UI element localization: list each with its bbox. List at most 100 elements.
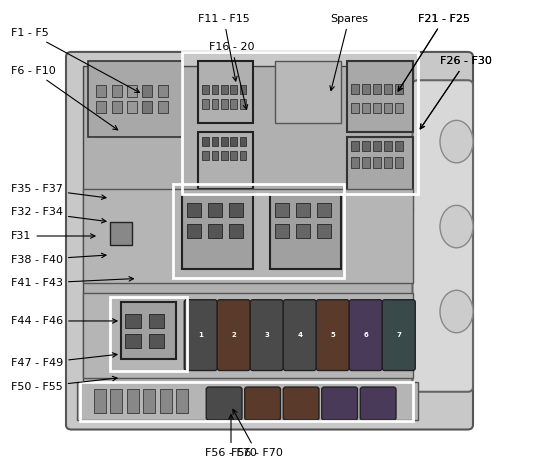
Bar: [80, 382, 412, 421]
Bar: [221, 151, 228, 160]
Bar: [158, 85, 168, 97]
Bar: [362, 141, 370, 151]
FancyBboxPatch shape: [322, 387, 358, 420]
Bar: [395, 157, 403, 168]
FancyBboxPatch shape: [382, 300, 415, 371]
Bar: [96, 101, 106, 113]
FancyBboxPatch shape: [245, 387, 280, 420]
Bar: [317, 224, 331, 238]
Text: F41 - F43: F41 - F43: [11, 277, 134, 288]
FancyBboxPatch shape: [275, 61, 341, 123]
Bar: [148, 314, 164, 328]
Text: 2: 2: [232, 332, 236, 338]
Bar: [126, 389, 139, 413]
Bar: [125, 314, 141, 328]
FancyBboxPatch shape: [270, 194, 341, 269]
Text: F47 - F49: F47 - F49: [11, 353, 117, 369]
FancyBboxPatch shape: [206, 387, 242, 420]
Bar: [229, 224, 243, 238]
Text: 5: 5: [331, 332, 335, 338]
Bar: [158, 101, 168, 113]
Bar: [373, 157, 381, 168]
FancyBboxPatch shape: [121, 302, 176, 359]
Text: F31: F31: [11, 231, 95, 241]
Bar: [182, 52, 418, 194]
Bar: [125, 334, 141, 348]
FancyBboxPatch shape: [360, 387, 396, 420]
Bar: [127, 85, 137, 97]
FancyBboxPatch shape: [250, 300, 283, 371]
Text: F50 - F55: F50 - F55: [11, 376, 117, 392]
Text: 4: 4: [297, 332, 302, 338]
Bar: [187, 224, 201, 238]
Bar: [384, 141, 392, 151]
Bar: [110, 389, 122, 413]
FancyBboxPatch shape: [412, 80, 473, 392]
Text: F56 - F70: F56 - F70: [231, 409, 283, 458]
Bar: [221, 85, 228, 94]
Bar: [176, 389, 188, 413]
FancyBboxPatch shape: [198, 132, 253, 189]
Bar: [362, 103, 370, 113]
Bar: [112, 85, 122, 97]
Text: F16 - 20: F16 - 20: [209, 42, 255, 110]
FancyBboxPatch shape: [349, 300, 382, 371]
FancyBboxPatch shape: [316, 300, 349, 371]
Bar: [202, 151, 209, 160]
Bar: [230, 99, 237, 109]
Bar: [110, 297, 187, 371]
Bar: [362, 157, 370, 168]
FancyBboxPatch shape: [184, 300, 217, 371]
Bar: [221, 99, 228, 109]
Bar: [351, 84, 359, 94]
Bar: [208, 203, 222, 217]
FancyBboxPatch shape: [346, 137, 412, 212]
Bar: [351, 157, 359, 168]
Bar: [110, 222, 132, 245]
FancyBboxPatch shape: [88, 61, 182, 137]
Bar: [395, 84, 403, 94]
FancyBboxPatch shape: [198, 61, 253, 123]
Bar: [317, 203, 331, 217]
Text: 6: 6: [364, 332, 368, 338]
FancyBboxPatch shape: [182, 194, 253, 269]
Bar: [187, 203, 201, 217]
FancyBboxPatch shape: [283, 387, 319, 420]
FancyBboxPatch shape: [82, 189, 412, 283]
Text: F38 - F40: F38 - F40: [11, 253, 106, 265]
Bar: [112, 101, 122, 113]
Bar: [143, 389, 155, 413]
Bar: [384, 103, 392, 113]
Bar: [296, 203, 310, 217]
Bar: [373, 103, 381, 113]
Ellipse shape: [440, 205, 473, 248]
Text: F56 - F70: F56 - F70: [205, 415, 257, 458]
Bar: [384, 84, 392, 94]
Bar: [240, 137, 246, 146]
Ellipse shape: [440, 290, 473, 333]
Text: F35 - F37: F35 - F37: [11, 184, 106, 199]
Bar: [160, 389, 172, 413]
Bar: [240, 99, 246, 109]
Bar: [212, 151, 218, 160]
Bar: [230, 137, 237, 146]
Bar: [212, 85, 218, 94]
Bar: [240, 85, 246, 94]
Bar: [173, 184, 344, 278]
Bar: [275, 224, 289, 238]
Bar: [362, 84, 370, 94]
Bar: [212, 137, 218, 146]
Bar: [395, 141, 403, 151]
Bar: [94, 389, 106, 413]
Bar: [221, 137, 228, 146]
Text: F1 - F5: F1 - F5: [11, 28, 140, 93]
Bar: [240, 151, 246, 160]
FancyBboxPatch shape: [77, 382, 418, 420]
Text: F21 - F25: F21 - F25: [398, 14, 470, 91]
Text: 7: 7: [397, 332, 401, 338]
Text: F11 - F15: F11 - F15: [198, 14, 250, 81]
Text: F32 - F34: F32 - F34: [11, 207, 106, 223]
Bar: [212, 99, 218, 109]
Bar: [395, 103, 403, 113]
FancyBboxPatch shape: [217, 300, 250, 371]
